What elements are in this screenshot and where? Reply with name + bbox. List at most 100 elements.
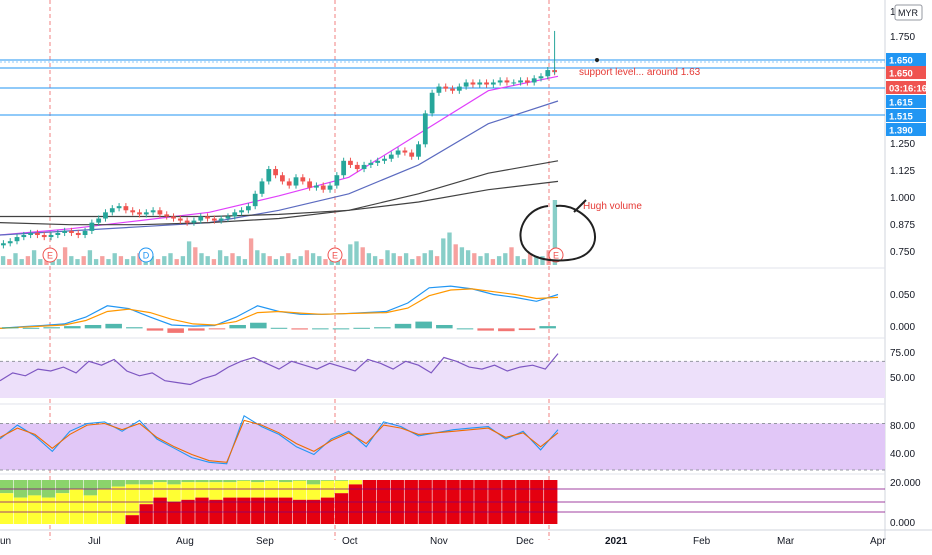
currency-badge[interactable] (894, 4, 923, 21)
candle-body (55, 232, 61, 236)
candle-body (334, 175, 340, 186)
horizontal-levels (0, 58, 885, 116)
heatmap-green-cell (279, 480, 293, 483)
volume-bar (242, 259, 248, 265)
volume-bar (478, 256, 483, 265)
volume-bar (441, 238, 446, 265)
candle-body (150, 210, 156, 213)
volume-bar (360, 247, 365, 265)
time-tick-label: Oct (342, 536, 358, 547)
volume-bar (267, 256, 272, 265)
candle-body (348, 160, 353, 165)
candle-body (259, 181, 265, 194)
candle-body (490, 82, 496, 85)
macd-histogram-bar (84, 324, 102, 329)
heatmap-green-cell (125, 480, 139, 485)
volume-bar (534, 256, 539, 265)
volume-bar (261, 253, 266, 265)
volume-bar (19, 259, 24, 265)
heatmap-yellow-cell (334, 480, 349, 494)
event-marker[interactable] (138, 247, 154, 263)
candle-body (416, 144, 421, 157)
volume-bar (205, 256, 210, 265)
volume-bar (149, 256, 155, 265)
volume-annotation: Hugh volume (583, 201, 642, 212)
support-annotation: support level... around 1.63 (579, 67, 701, 78)
candle-body (62, 230, 68, 233)
heatmap-yellow-cell (13, 497, 28, 524)
volume-bar (428, 250, 434, 265)
volume-bar (503, 253, 508, 265)
volume-bar (193, 247, 198, 265)
event-marker[interactable] (42, 247, 58, 263)
indicator-tick-label: 20.000 (890, 478, 921, 489)
candle-body (21, 235, 27, 238)
volume-bar (348, 244, 353, 265)
volume-bar (484, 253, 489, 265)
heatmap-red-cell (251, 497, 265, 524)
volume-bar (292, 259, 297, 265)
volume-bar (286, 253, 291, 265)
heatmap-red-cell (279, 497, 293, 524)
heatmap-yellow-cell (111, 486, 125, 524)
volume-bar (434, 256, 440, 265)
candle-body (266, 169, 272, 182)
macd-histogram-bar (353, 327, 370, 329)
macd-histogram-bar (394, 323, 412, 329)
candle-body (511, 82, 517, 84)
volume-bar (168, 253, 173, 265)
price-label-box (886, 53, 926, 66)
volume-bar (527, 253, 533, 265)
heatmap-green-cell (139, 480, 153, 485)
candle-body (164, 214, 170, 217)
macd-histogram-bar (22, 327, 40, 329)
macd-pane (0, 285, 559, 333)
candle-body (28, 232, 34, 236)
event-marker-label: E (553, 251, 559, 261)
trend-heatmap-pane (0, 480, 885, 524)
level-anchor-dot[interactable] (595, 58, 599, 62)
volume-bar (75, 259, 80, 265)
candle-body (497, 80, 503, 83)
currency-label: MYR (898, 8, 919, 18)
heatmap-green-cell (251, 480, 265, 483)
time-tick-label: Sep (256, 536, 274, 547)
candle-body (225, 216, 231, 219)
candle-body (538, 76, 544, 79)
price-tick-label: 1.000 (890, 193, 915, 204)
event-marker[interactable] (548, 247, 564, 263)
candle-body (470, 82, 476, 85)
candle-body (109, 208, 115, 213)
volume-bar (62, 247, 68, 265)
time-tick-label: Nov (430, 536, 448, 547)
price-label-box (886, 109, 926, 122)
indicator-tick-label: 40.00 (890, 449, 915, 460)
event-marker[interactable] (327, 247, 343, 263)
candle-body (116, 206, 122, 209)
macd-histogram-bar (229, 324, 246, 329)
volume-bar (211, 259, 217, 265)
volume-bar (56, 259, 62, 265)
candle-body (368, 162, 374, 165)
candle-body (252, 193, 258, 207)
volume-bar (546, 250, 551, 265)
rsi-line (0, 353, 559, 386)
volume-bar (124, 259, 130, 265)
macd-histogram-bar (126, 327, 143, 329)
heatmap-yellow-cell (27, 495, 42, 524)
candle-body (157, 210, 163, 215)
heatmap-yellow-cell (97, 488, 111, 524)
candle-body (361, 164, 367, 170)
macd-histogram-bar (250, 322, 267, 329)
candle-body (300, 177, 306, 182)
volume-bar (521, 259, 527, 265)
stochastic-series-line (0, 419, 559, 463)
candle-body (82, 230, 88, 236)
candle-body (531, 78, 537, 83)
price-label-text: 1.650 (889, 69, 913, 80)
heatmap-red-cell (237, 497, 251, 524)
volume-bar (397, 256, 403, 265)
price-tick-label: 0.875 (890, 220, 915, 231)
